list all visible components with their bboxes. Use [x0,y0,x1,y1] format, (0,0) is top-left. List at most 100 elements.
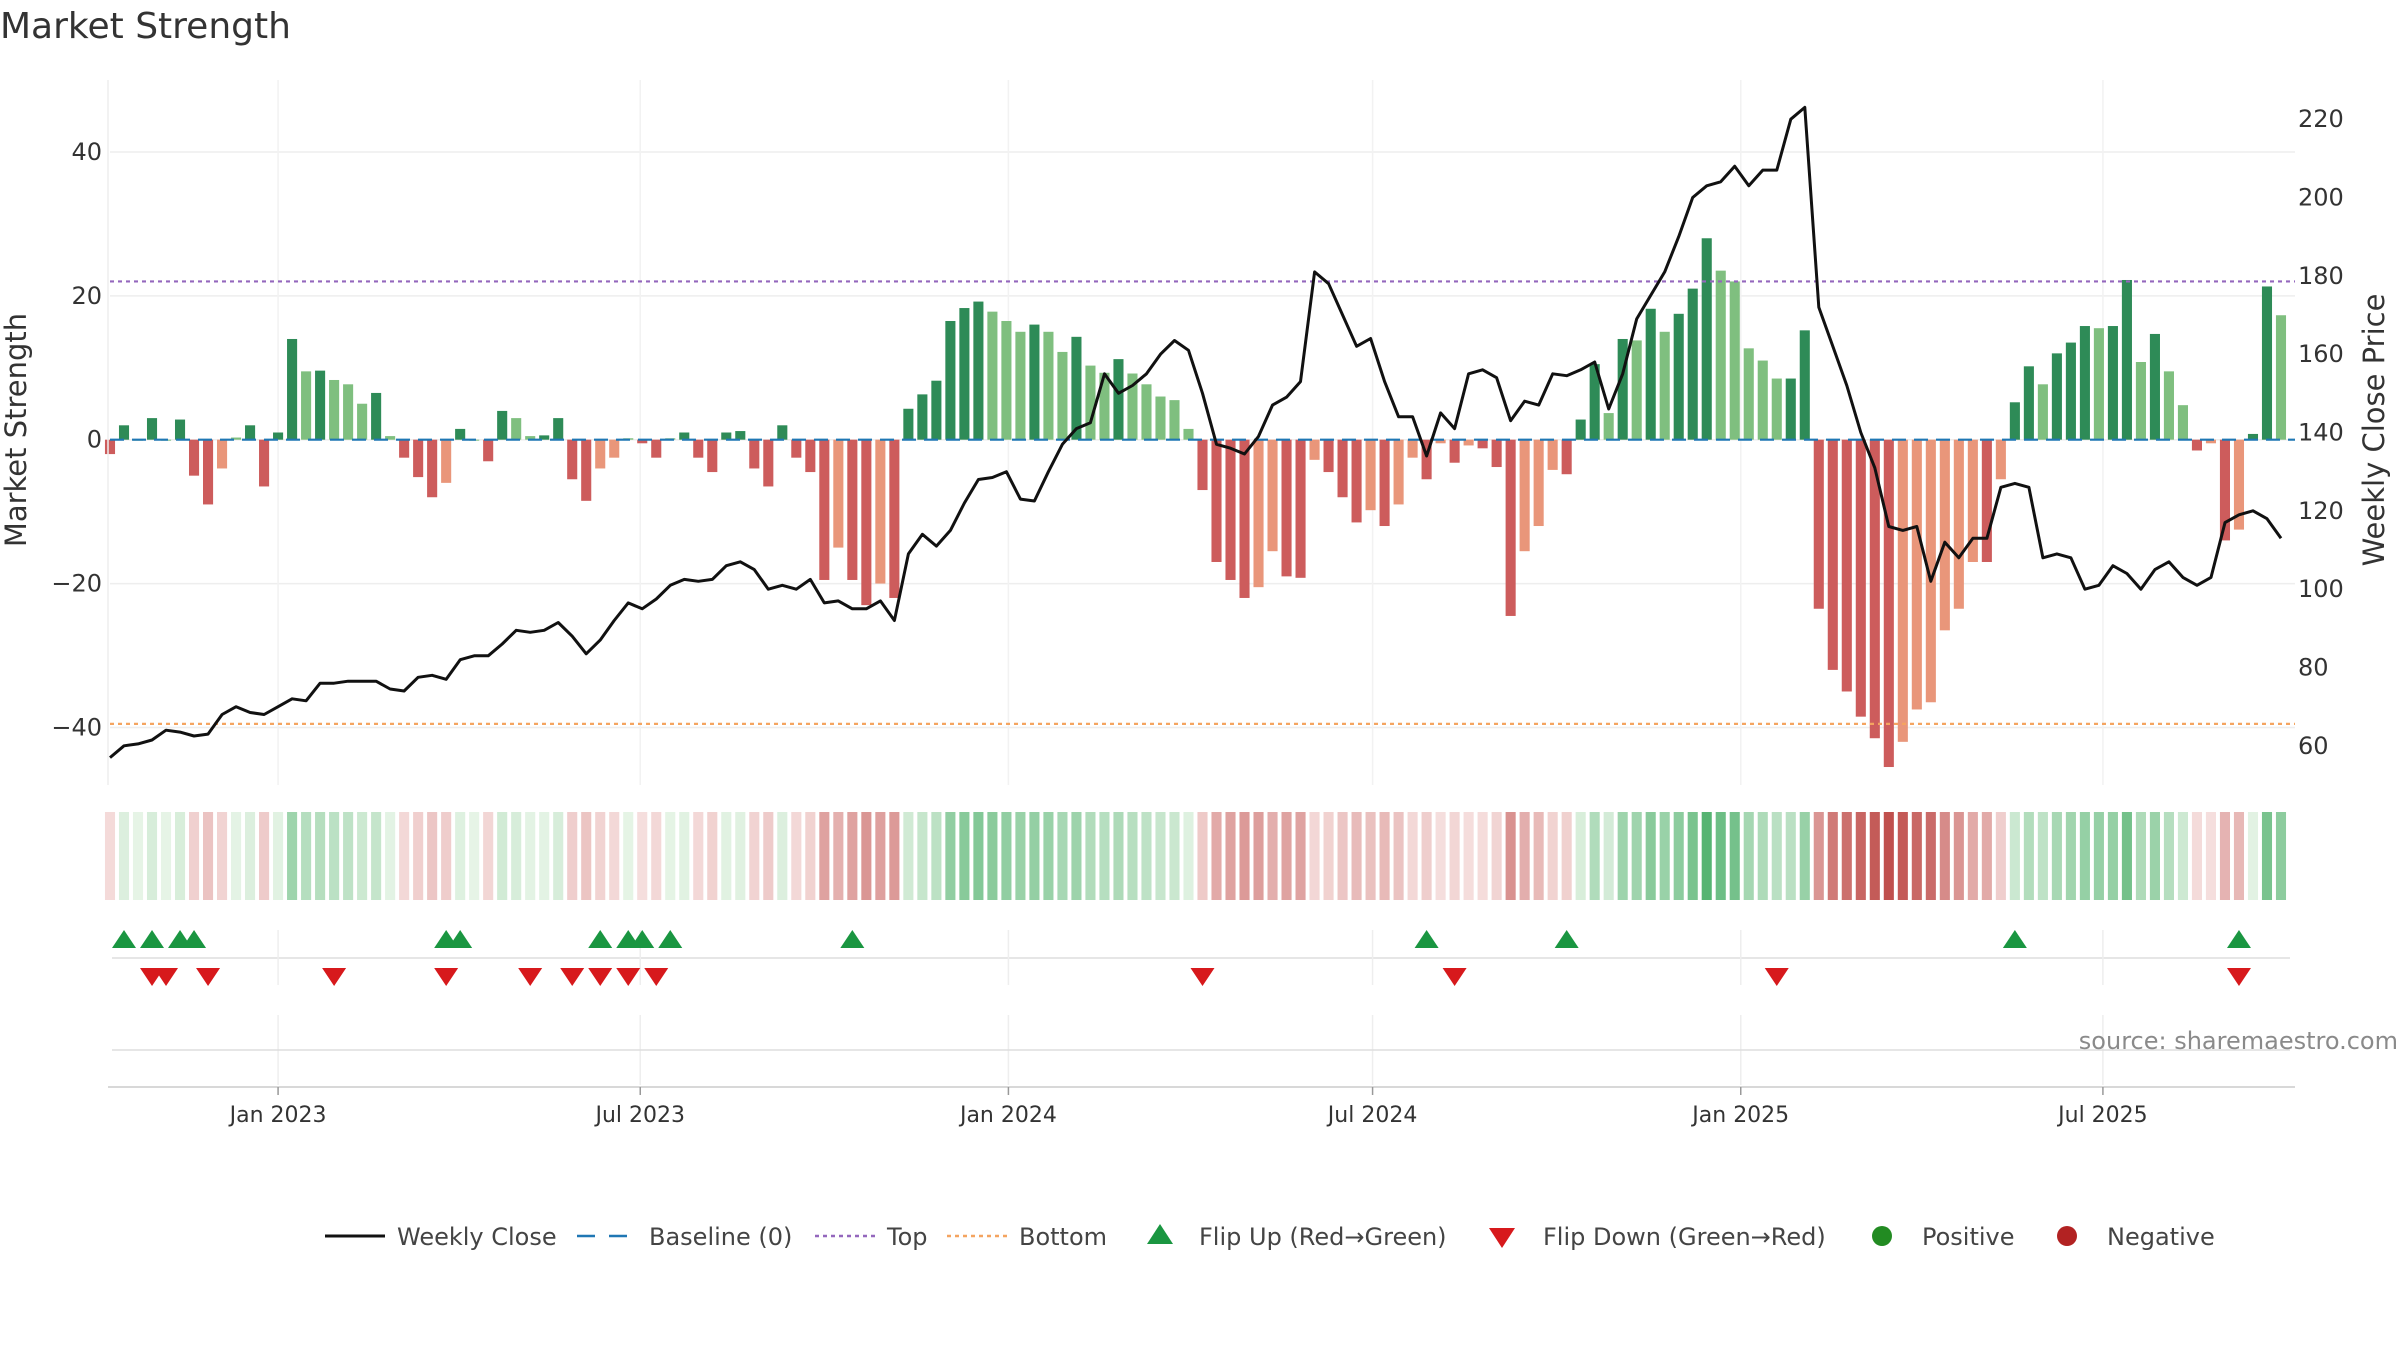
strength-bar [1253,439,1264,588]
heat-cell [1295,812,1306,900]
flip-up-marker [140,930,165,948]
heat-cell [889,812,900,900]
heat-cell [427,812,438,900]
heat-cell [146,812,158,900]
heat-cell [315,812,326,900]
strength-bar [1071,336,1082,440]
heat-cell [1631,812,1642,900]
heat-cell [1463,812,1474,900]
heat-cell [1155,812,1166,900]
heat-cell [861,812,872,900]
heat-cell [1547,812,1558,900]
heat-cell [371,812,382,900]
flip-down-marker [1442,968,1467,986]
flip-down-marker [616,968,641,986]
x-tick-label: Jul 2023 [593,1103,685,1128]
heat-cell [1813,812,1824,900]
heat-cell [188,812,200,900]
strength-bar [833,439,844,548]
strength-bar [1561,439,1572,475]
strength-bar [1911,439,1922,710]
strength-bar [777,425,788,440]
flip-down-marker [1764,968,1789,986]
flip-up-marker [588,930,613,948]
strength-bar [1729,281,1740,440]
strength-bar [1407,439,1418,458]
strength-bar [273,432,284,440]
heat-cell [245,812,256,900]
chart-title: Market Strength [0,6,291,47]
right-tick-label: 140 [2298,419,2344,447]
legend-positive-label: Positive [1922,1223,2015,1251]
strength-bar [301,371,312,440]
flip-up-marker [1414,930,1439,948]
legend-negative-label: Negative [2107,1223,2215,1251]
heat-cell [1309,812,1320,900]
left-tick-label: 40 [71,138,102,166]
legend-weekly-close-label: Weekly Close [397,1223,557,1251]
heat-cell [1911,812,1922,900]
heat-cell [2247,812,2259,900]
strength-bar [1309,439,1320,460]
heat-cell [1505,812,1516,900]
heat-cell [833,812,844,900]
flip-down-marker [644,968,669,986]
heat-cell [1351,812,1362,900]
heat-cell [1477,812,1488,900]
heat-cell [2093,812,2104,900]
x-tick-label: Jan 2025 [1690,1103,1789,1128]
x-tick-label: Jul 2024 [1326,1103,1418,1128]
heat-cell [287,812,298,900]
strength-bar [1351,439,1362,523]
strength-bar [2191,439,2202,451]
heat-cell [1729,812,1740,900]
strength-bar [1043,331,1054,440]
heat-cell [609,812,620,900]
strength-bar [2247,433,2259,440]
strength-bar [875,439,886,584]
heat-cell [973,812,984,900]
strength-bar [2275,315,2287,440]
flip-down-marker [1190,968,1215,986]
heat-cell [2219,812,2231,900]
left-tick-label: 20 [71,282,102,310]
strength-bar [1449,439,1460,463]
strength-bar [1757,360,1768,440]
flip-down-marker [154,968,179,986]
legend-baseline-label: Baseline (0) [649,1223,792,1251]
strength-bar [287,338,298,440]
heat-cell [819,812,830,900]
heat-cell [1281,812,1292,900]
heat-cell [217,812,228,900]
strength-bar [203,439,214,505]
strength-bar [259,439,270,487]
heat-cell [917,812,928,900]
strength-bar [1113,359,1124,440]
heat-cell [805,812,816,900]
strength-bar [231,437,242,440]
heat-cell [1169,812,1180,900]
strength-bar [861,439,872,606]
strength-bar [1827,439,1838,670]
strength-bar [1799,330,1810,440]
legend-top-label: Top [886,1223,928,1251]
right-tick-label: 80 [2298,654,2329,682]
strength-bar [959,308,970,440]
strength-bar [1239,439,1250,598]
strength-bar [1085,365,1096,440]
strength-bar [1295,439,1306,578]
strength-bar [735,431,746,440]
x-tick-label: Jan 2024 [958,1103,1057,1128]
strength-bar [945,320,956,440]
weekly-close-line [109,105,2283,759]
heat-cell [623,812,634,900]
strength-bar [1141,384,1152,440]
weekly-close-path [109,105,2283,759]
heat-cell [651,812,662,900]
heat-cell [1071,812,1082,900]
strength-bar [2219,439,2231,541]
heat-cell [1883,812,1894,900]
strength-bar [1575,419,1586,440]
heat-cell [231,812,242,900]
